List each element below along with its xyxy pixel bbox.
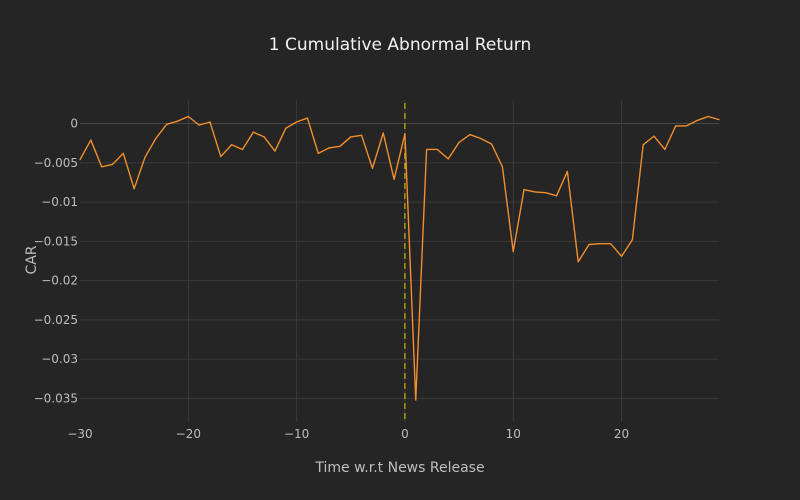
- data-point: [242, 149, 243, 150]
- y-axis-label: CAR: [24, 245, 40, 274]
- series-line-car: [80, 116, 719, 400]
- data-point: [339, 146, 340, 147]
- y-tick-label: −0.02: [41, 274, 78, 288]
- data-point: [79, 159, 80, 160]
- data-point: [632, 239, 633, 240]
- series-layer: [79, 116, 719, 401]
- data-point: [697, 120, 698, 121]
- x-tick-label: 20: [614, 427, 629, 441]
- data-point: [437, 149, 438, 150]
- data-point: [643, 144, 644, 145]
- data-point: [144, 157, 145, 158]
- data-point: [664, 149, 665, 150]
- data-point: [123, 153, 124, 154]
- data-point: [588, 244, 589, 245]
- data-point: [686, 125, 687, 126]
- data-point: [209, 121, 210, 122]
- data-point: [578, 261, 579, 262]
- y-tick-label: −0.01: [41, 195, 78, 209]
- data-point: [112, 164, 113, 165]
- data-point: [469, 134, 470, 135]
- data-point: [231, 144, 232, 145]
- data-point: [177, 121, 178, 122]
- data-point: [155, 138, 156, 139]
- data-point: [415, 399, 416, 400]
- data-point: [458, 142, 459, 143]
- x-tick-label: 0: [401, 427, 409, 441]
- data-point: [220, 156, 221, 157]
- data-point: [653, 136, 654, 137]
- grid: [80, 100, 719, 422]
- data-point: [404, 133, 405, 134]
- data-point: [264, 136, 265, 137]
- data-point: [199, 125, 200, 126]
- data-point: [534, 191, 535, 192]
- data-point: [545, 192, 546, 193]
- data-point: [393, 179, 394, 180]
- y-axis-ticks: 0 −0.005 −0.01 −0.015 −0.02 −0.025 −0.03 −0.035: [34, 117, 78, 406]
- data-point: [329, 147, 330, 148]
- x-axis-label: Time w.r.t News Release: [314, 460, 484, 476]
- data-point: [708, 116, 709, 117]
- data-point: [372, 168, 373, 169]
- y-tick-label: −0.025: [34, 313, 78, 327]
- data-point: [513, 251, 514, 252]
- data-point: [448, 158, 449, 159]
- y-tick-label: −0.035: [34, 391, 78, 405]
- data-point: [480, 138, 481, 139]
- y-tick-label: −0.03: [41, 352, 78, 366]
- x-tick-label: −10: [284, 427, 309, 441]
- data-point: [101, 166, 102, 167]
- x-tick-label: −30: [67, 427, 92, 441]
- data-point: [556, 195, 557, 196]
- data-point: [274, 150, 275, 151]
- x-axis-ticks: −30 −20 −10 0 10 20: [67, 427, 629, 441]
- data-point: [383, 132, 384, 133]
- y-tick-label: −0.005: [34, 156, 78, 170]
- data-point: [523, 189, 524, 190]
- data-point: [599, 243, 600, 244]
- data-point: [307, 117, 308, 118]
- data-point: [296, 121, 297, 122]
- x-tick-label: −20: [176, 427, 201, 441]
- data-point: [718, 119, 719, 120]
- data-point: [502, 166, 503, 167]
- data-point: [253, 132, 254, 133]
- y-tick-label: −0.015: [34, 234, 78, 248]
- x-tick-label: 10: [506, 427, 521, 441]
- data-point: [350, 136, 351, 137]
- data-point: [491, 143, 492, 144]
- data-point: [621, 256, 622, 257]
- data-point: [567, 171, 568, 172]
- data-point: [318, 153, 319, 154]
- data-point: [285, 128, 286, 129]
- data-point: [361, 135, 362, 136]
- y-tick-label: 0: [70, 117, 78, 131]
- data-point: [90, 139, 91, 140]
- data-point: [610, 243, 611, 244]
- data-point: [188, 116, 189, 117]
- data-point: [166, 124, 167, 125]
- chart-title: 1 Cumulative Abnormal Return: [269, 35, 531, 55]
- data-point: [675, 125, 676, 126]
- data-point: [134, 188, 135, 189]
- data-point: [426, 149, 427, 150]
